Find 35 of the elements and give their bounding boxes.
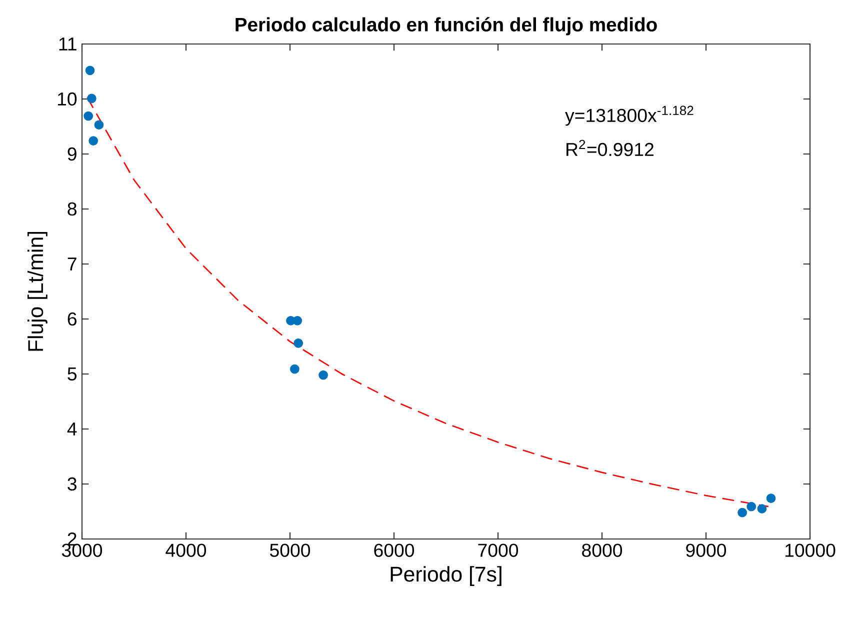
point [766,494,776,503]
chart-title: Periodo calculado en función del flujo medido [236,17,657,36]
y-tick-label: 11 [59,38,76,50]
x-tick-label: 9000 [686,544,726,557]
y-tick-label: 10 [58,92,77,106]
annotation: y=131800x$^{-1.182}$ [565,106,694,126]
y-tick-label: 5 [68,367,77,381]
point [746,502,756,512]
y-tick-label: 9 [68,147,76,161]
y-tick-label: 7 [68,258,76,270]
y-tick-label: 4 [67,422,77,436]
point [87,94,96,104]
y-tick-label: 8 [68,202,76,216]
point [88,136,98,146]
x-tick-label: 5000 [270,544,310,557]
point [94,120,104,130]
point [738,508,747,518]
x-tick-label: 8000 [582,544,622,557]
point [292,316,302,326]
point [294,338,303,348]
x-tick-label: 6000 [374,544,414,557]
point [757,504,767,514]
x-tick-label: 4000 [166,544,206,557]
point [85,66,95,76]
x-tick-label: 10000 [785,544,836,557]
x-tick-label: 3000 [62,544,102,557]
point [290,364,300,374]
y-axis-title: Flujo [Lt/min] [27,232,48,351]
point [318,370,328,380]
point [84,111,94,121]
y-tick-label: 3 [68,477,76,491]
y-tick-label: 6 [68,312,76,326]
x-tick-label: 7000 [478,544,518,557]
x-axis-title: Periodo [7s] [390,566,502,586]
annotation: R$^{2}$=0.9912 [566,140,654,156]
